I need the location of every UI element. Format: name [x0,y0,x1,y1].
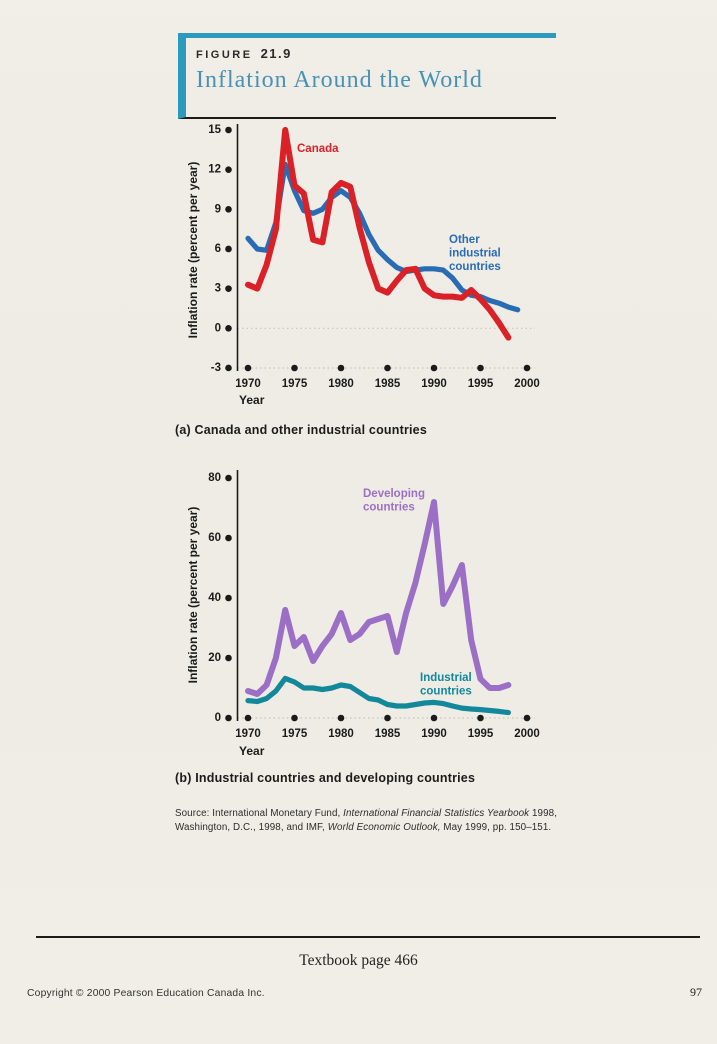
series-label-other-industrial-countries: industrial [449,248,501,260]
figure-number: 21.9 [260,46,292,61]
figure-label: FIGURE 21.9 [196,46,556,61]
caption-chart-b: (b) Industrial countries and developing … [175,771,476,785]
page-number: 97 [690,985,702,999]
y-tick-label: 6 [215,243,221,255]
y-tick-label: 40 [208,592,221,604]
y-tick-label: 80 [208,472,221,484]
x-tick-dot [477,714,484,722]
x-tick-label: 1970 [235,728,261,740]
y-tick-dot [225,364,232,372]
x-tick-dot [477,364,484,372]
x-tick-label: 1970 [235,378,261,390]
x-tick-dot [523,364,531,372]
figure-word: FIGURE [196,49,253,61]
figure-title: Inflation Around the World [196,67,483,93]
source-line2-pre: Washington, D.C., 1998, and IMF, [175,821,328,833]
source-line1-italic: International Financial Statistics Yearb… [343,808,530,819]
series-line-developing-countries [245,499,512,697]
x-tick-label: 2000 [514,378,540,390]
y-tick-dot [225,126,232,134]
y-tick-dot [225,285,232,292]
y-tick-dot [225,594,232,602]
y-tick-label: 3 [215,283,221,295]
chart-industrial-developing: 80 60 40 20 0 1970 1975 1980 1985 1990 1995 2000 Yea… [186,470,540,758]
y-tick-label: 60 [208,532,221,544]
series-label-other-industrial-countries: countries [449,261,501,273]
source-line2-italic: World Economic Outlook, [327,821,441,833]
x-tick-dot [244,714,252,722]
y-tick-label: 9 [215,203,221,215]
source-line1-post: 1998, [529,808,558,819]
series-label-industrial-countries: Industrial [420,672,472,684]
y-tick-dot [225,474,232,482]
x-tick-label: 1980 [328,378,354,390]
y-tick-dot [225,325,232,332]
x-tick-dot [291,364,298,372]
y-tick-label: 0 [215,712,221,724]
x-axis-title: Year [239,393,265,407]
x-tick-label: 2000 [514,728,540,740]
source-note: Source: International Monetary Fund, Int… [175,807,565,834]
series-line-canada [245,127,512,341]
x-tick-dot [337,714,345,722]
x-tick-dot [291,714,298,722]
y-tick-dot [225,714,232,722]
x-tick-label: 1985 [375,728,401,740]
x-tick-label: 1995 [468,728,494,740]
y-axis-title: Inflation rate (percent per year) [186,507,200,684]
series-label-other-industrial-countries: Other [449,234,480,246]
x-tick-label: 1985 [375,378,401,390]
x-tick-dot [337,364,345,372]
chart-canada-industrial: 15 12 9 6 3 0 -3 1970 1975 1980 1985 1990 1995 2000 Ye… [186,124,540,407]
y-tick-dot [225,245,232,253]
x-tick-label: 1975 [282,378,308,390]
x-tick-dot [430,714,438,722]
y-tick-label: 12 [208,164,221,176]
y-tick-label: -3 [211,362,221,374]
x-tick-label: 1990 [421,378,447,390]
y-tick-dot [225,654,232,662]
x-tick-label: 1990 [421,728,447,740]
copyright-notice: Copyright © 2000 Pearson Education Canad… [27,988,265,999]
series-label-canada: Canada [297,143,339,155]
y-tick-label: 15 [208,124,221,136]
series-label-developing-countries: countries [363,502,415,514]
y-axis-title: Inflation rate (percent per year) [186,162,200,339]
x-tick-dot [384,714,391,722]
x-tick-dot [384,364,391,372]
x-tick-label: 1980 [328,728,354,740]
series-label-developing-countries: Developing [363,488,425,500]
x-tick-label: 1995 [468,378,494,390]
y-tick-label: 20 [208,652,221,664]
source-line1-pre: Source: International Monetary Fund, [175,808,344,819]
series-label-industrial-countries: countries [420,686,472,698]
series-line-industrial-countries [245,675,511,716]
y-tick-label: 0 [215,322,221,334]
x-axis-title: Year [239,744,265,758]
x-tick-dot [430,364,438,372]
x-tick-dot [523,714,531,722]
figure-header: FIGURE 21.9 Inflation Around the World [178,33,556,119]
footer-divider [36,936,700,938]
x-tick-dot [244,364,252,372]
y-tick-dot [225,534,232,542]
y-tick-dot [225,166,232,173]
caption-chart-a: (a) Canada and other industrial countrie… [175,423,427,437]
x-tick-label: 1975 [282,728,308,740]
y-tick-dot [225,206,232,213]
textbook-page-reference: Textbook page 466 [299,952,418,969]
source-line2-post: May 1999, pp. 150–151. [440,821,552,833]
